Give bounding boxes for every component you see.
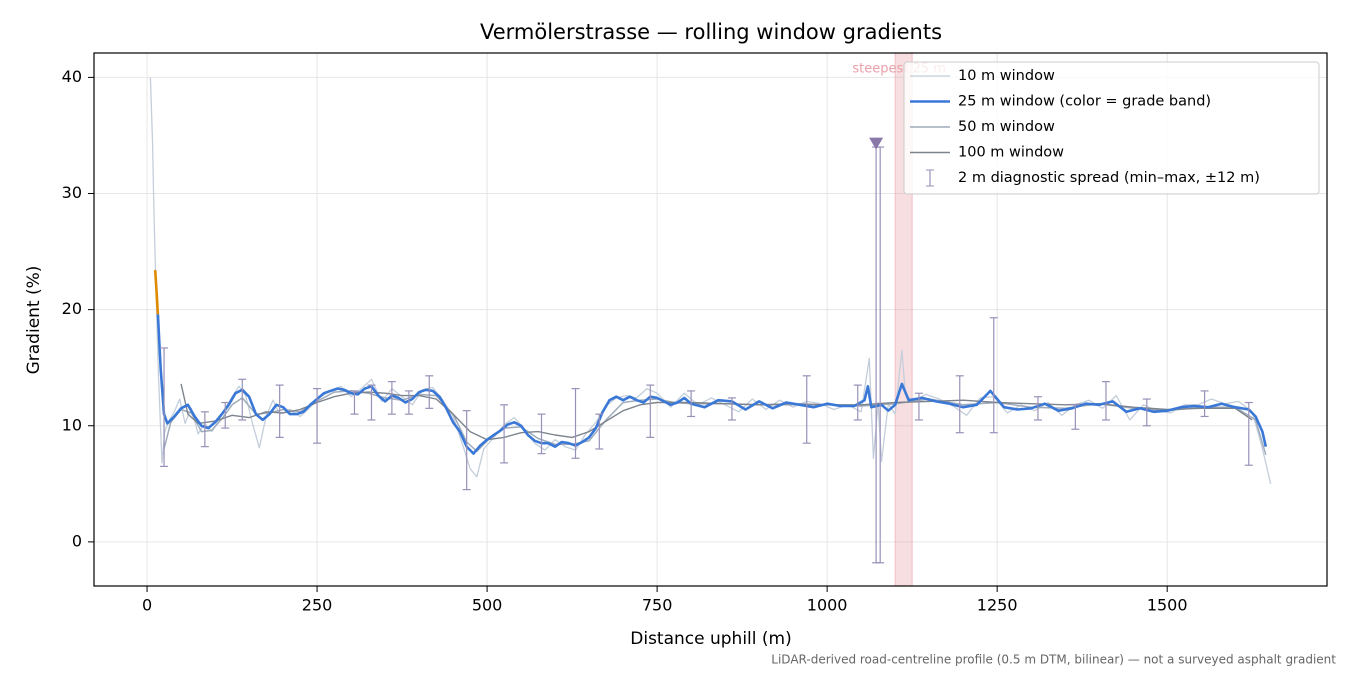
x-tick-label: 250: [302, 596, 333, 615]
peak-marker: [869, 137, 884, 150]
legend-label: 50 m window: [958, 119, 1055, 135]
y-tick-label: 30: [62, 183, 82, 202]
x-tick-label: 1500: [1147, 596, 1188, 615]
legend-label: 2 m diagnostic spread (min–max, ±12 m): [958, 170, 1260, 186]
x-tick-label: 500: [472, 596, 503, 615]
chart-title: Vermölerstrasse — rolling window gradien…: [480, 20, 942, 44]
y-tick-label: 0: [72, 531, 82, 550]
grade-band-line: [153, 270, 160, 315]
footnote: LiDAR-derived road-centreline profile (0…: [771, 653, 1336, 667]
series-line: [180, 383, 1253, 441]
legend-label: 100 m window: [958, 145, 1064, 161]
series-line: [156, 314, 1268, 455]
legend-label: 10 m window: [958, 68, 1055, 84]
series-line: [163, 390, 1267, 456]
plot-frame: [93, 52, 1328, 587]
x-tick-label: 1000: [807, 596, 848, 615]
x-axis-label: Distance uphill (m): [630, 629, 791, 649]
x-tick-label: 0: [142, 596, 152, 615]
legend-box: [903, 61, 1320, 195]
legend-label: 25 m window (color = grade band): [958, 94, 1211, 110]
y-tick-label: 40: [62, 67, 82, 86]
legend: 10 m window 25 m window (color = grade ba…: [903, 61, 1320, 195]
x-tick-label: 750: [642, 596, 673, 615]
x-tick-label: 1250: [977, 596, 1018, 615]
y-tick-label: 20: [62, 299, 82, 318]
y-tick-label: 10: [62, 415, 82, 434]
y-axis-label: Gradient (%): [24, 266, 44, 375]
